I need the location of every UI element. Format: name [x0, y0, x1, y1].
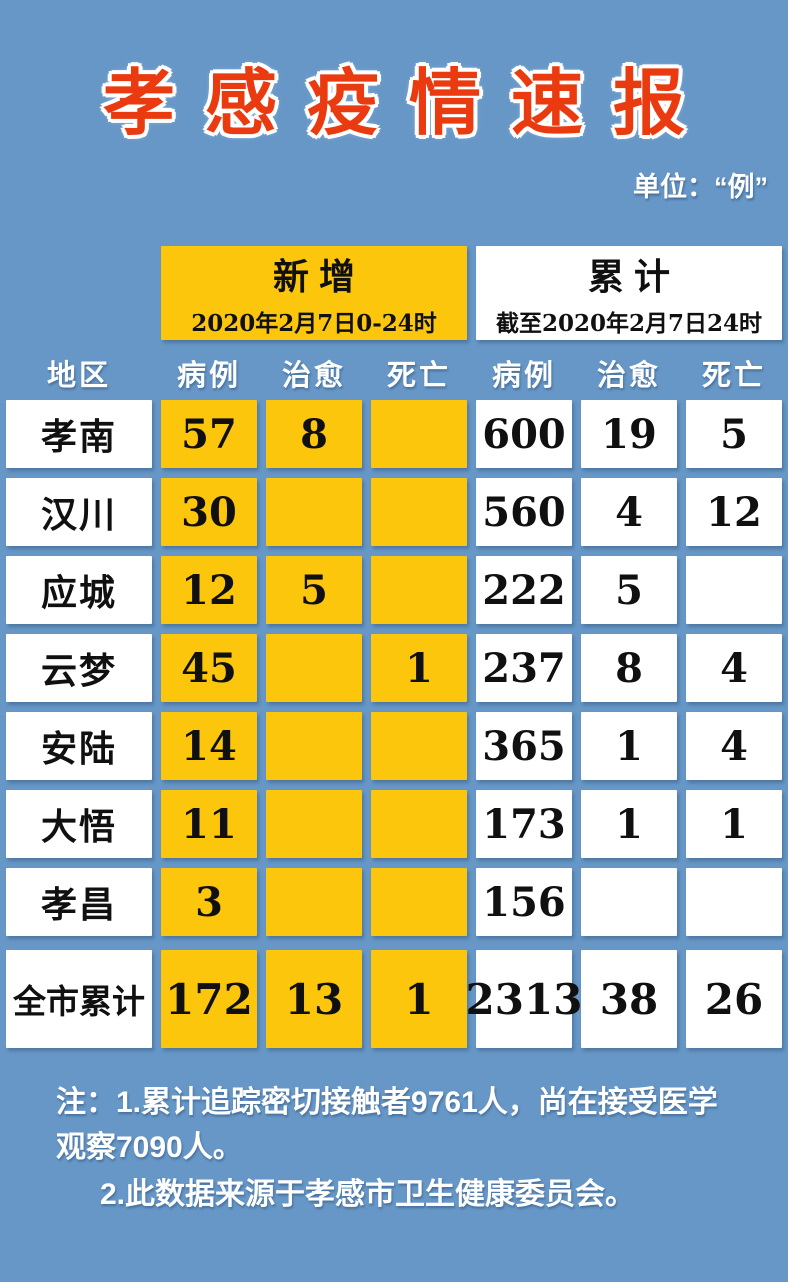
table-row: 安陆 14 365 1 4 [6, 712, 782, 780]
cum-deaths-cell: 26 [686, 950, 782, 1048]
new-cases-cell: 45 [161, 634, 257, 702]
cumulative-group-period: 截至2020年2月7日24时 [495, 310, 763, 337]
region-cell: 全市累计 [6, 950, 152, 1048]
cumulative-group-label: 累计 [587, 256, 680, 297]
region-cell: 汉川 [6, 478, 152, 546]
table-row: 全市累计 172 13 1 2313 38 26 [6, 950, 782, 1048]
new-deaths-cell: 1 [371, 950, 467, 1048]
unit-label: 单位：“例” [633, 172, 768, 202]
cum-deaths-cell: 5 [686, 400, 782, 468]
cum-cases-cell: 156 [476, 868, 572, 936]
cum-cured-cell: 19 [581, 400, 677, 468]
cum-cases-cell: 2313 [466, 950, 582, 1048]
table-row: 汉川 30 560 4 12 [6, 478, 782, 546]
cum-cured-cell: 38 [581, 950, 677, 1048]
new-cured-cell [266, 712, 362, 780]
cum-cases-cell: 173 [476, 790, 572, 858]
column-header-new-cases: 病例 [176, 360, 241, 392]
cum-deaths-cell [686, 556, 782, 624]
cum-cured-cell: 4 [581, 478, 677, 546]
new-group-label: 新增 [272, 256, 365, 297]
table-body: 孝南 57 8 600 19 5 汉川 30 560 4 12 应城 12 5 … [6, 400, 782, 1048]
column-header-new-deaths: 死亡 [386, 360, 451, 392]
cum-cured-cell: 1 [581, 790, 677, 858]
region-cell: 大悟 [6, 790, 152, 858]
cum-deaths-cell: 4 [686, 634, 782, 702]
column-header-cum-deaths: 死亡 [701, 360, 766, 392]
new-deaths-cell [371, 400, 467, 468]
new-deaths-cell [371, 478, 467, 546]
region-cell: 孝南 [6, 400, 152, 468]
new-deaths-cell [371, 790, 467, 858]
epidemic-report-poster: 孝感疫情速报 单位：“例” 新增 2020年2月7日0-24时 累计 截至202… [0, 44, 788, 1282]
table-row: 应城 12 5 222 5 [6, 556, 782, 624]
footnotes: 注：1.累计追踪密切接触者9761人，尚在接受医学观察7090人。 2.此数据来… [6, 1080, 782, 1217]
region-cell: 应城 [6, 556, 152, 624]
new-cases-cell: 12 [161, 556, 257, 624]
cum-cases-cell: 600 [476, 400, 572, 468]
table-row: 大悟 11 173 1 1 [6, 790, 782, 858]
cumulative-group-header: 累计 截至2020年2月7日24时 [476, 246, 782, 340]
new-cases-cell: 14 [161, 712, 257, 780]
new-deaths-cell [371, 556, 467, 624]
new-cases-cell: 57 [161, 400, 257, 468]
new-cases-cell: 30 [161, 478, 257, 546]
cum-cases-cell: 237 [476, 634, 572, 702]
new-group-period: 2020年2月7日0-24时 [191, 310, 437, 337]
column-header-region: 地区 [46, 360, 111, 392]
page-title: 孝感疫情速报 [102, 64, 715, 144]
cum-cured-cell: 8 [581, 634, 677, 702]
new-cases-cell: 3 [161, 868, 257, 936]
cum-cured-cell: 5 [581, 556, 677, 624]
column-header-row: 地区 病例 治愈 死亡 病例 治愈 死亡 [6, 352, 782, 394]
new-cases-cell: 11 [161, 790, 257, 858]
new-cured-cell [266, 790, 362, 858]
new-cured-cell [266, 478, 362, 546]
new-group-header: 新增 2020年2月7日0-24时 [161, 246, 467, 340]
cum-cases-cell: 560 [476, 478, 572, 546]
cum-deaths-cell: 12 [686, 478, 782, 546]
table-row: 云梦 45 1 237 8 4 [6, 634, 782, 702]
cum-deaths-cell: 4 [686, 712, 782, 780]
cum-cases-cell: 365 [476, 712, 572, 780]
new-deaths-cell: 1 [371, 634, 467, 702]
cum-deaths-cell: 1 [686, 790, 782, 858]
new-cured-cell: 13 [266, 950, 362, 1048]
column-header-cum-cured: 治愈 [596, 360, 661, 392]
new-deaths-cell [371, 712, 467, 780]
column-header-new-cured: 治愈 [281, 360, 346, 392]
new-deaths-cell [371, 868, 467, 936]
cum-cases-cell: 222 [476, 556, 572, 624]
new-cured-cell: 8 [266, 400, 362, 468]
cum-cured-cell: 1 [581, 712, 677, 780]
table-row: 孝昌 3 156 [6, 868, 782, 936]
table-row: 孝南 57 8 600 19 5 [6, 400, 782, 468]
group-header-row: 新增 2020年2月7日0-24时 累计 截至2020年2月7日24时 [6, 246, 782, 340]
region-cell: 云梦 [6, 634, 152, 702]
footnote-2: 2.此数据来源于孝感市卫生健康委员会。 [100, 1178, 636, 1211]
footnote-1: 注：1.累计追踪密切接触者9761人，尚在接受医学观察7090人。 [56, 1086, 718, 1164]
cum-deaths-cell [686, 868, 782, 936]
new-cured-cell [266, 868, 362, 936]
new-cases-cell: 172 [161, 950, 257, 1048]
column-header-cum-cases: 病例 [491, 360, 556, 392]
new-cured-cell: 5 [266, 556, 362, 624]
new-cured-cell [266, 634, 362, 702]
region-cell: 安陆 [6, 712, 152, 780]
cum-cured-cell [581, 868, 677, 936]
region-cell: 孝昌 [6, 868, 152, 936]
